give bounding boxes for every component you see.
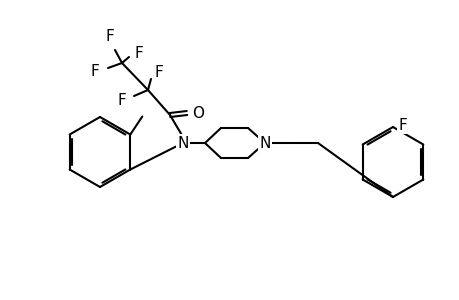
Text: F: F bbox=[106, 28, 114, 44]
Text: F: F bbox=[154, 64, 163, 80]
Text: N: N bbox=[259, 136, 270, 151]
Text: F: F bbox=[134, 46, 143, 61]
Text: F: F bbox=[118, 92, 126, 107]
Text: F: F bbox=[398, 118, 407, 133]
Text: N: N bbox=[177, 136, 188, 151]
Text: O: O bbox=[191, 106, 203, 121]
Text: F: F bbox=[90, 64, 99, 79]
